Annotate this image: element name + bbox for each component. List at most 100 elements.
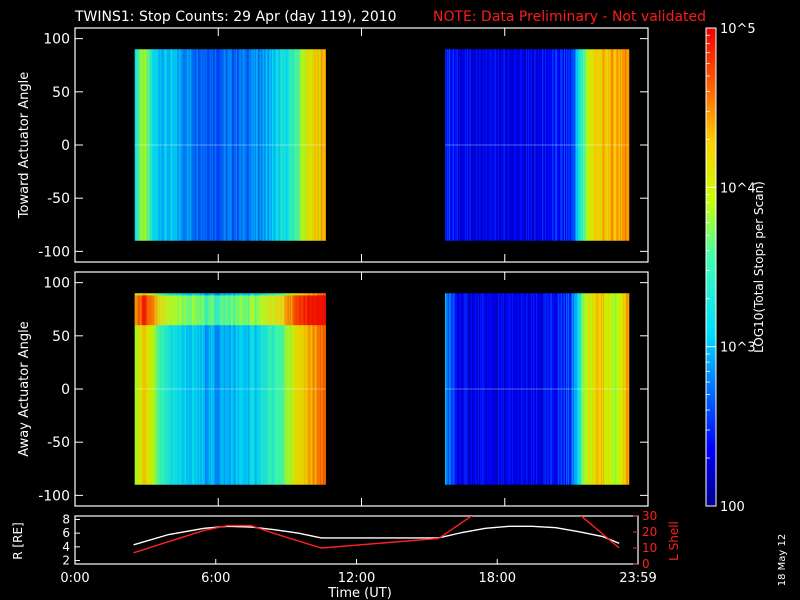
heatmap-cell: [149, 49, 151, 241]
time-tick-label: 23:59: [619, 571, 656, 586]
heatmap-cell: [589, 293, 591, 485]
heatmap-cell: [451, 293, 453, 485]
heatmap-cell: [253, 49, 255, 241]
heatmap-cell: [261, 49, 263, 241]
heatmap-cell: [200, 293, 202, 485]
heatmap-cell: [563, 293, 565, 485]
heatmap-cell: [515, 49, 517, 241]
heatmap-cell: [282, 293, 284, 485]
heatmap-band-cell: [270, 295, 272, 326]
heatmap-cell: [623, 49, 625, 241]
heatmap-cell: [542, 293, 544, 485]
heatmap-cell: [586, 49, 588, 241]
heatmap-cell: [182, 49, 184, 241]
heatmap-band-cell: [283, 295, 285, 326]
heatmap-cell: [461, 49, 463, 241]
heatmap-band-cell: [284, 295, 286, 326]
heatmap-cell: [600, 293, 602, 485]
heatmap-cell: [143, 293, 145, 485]
heatmap-band-cell: [267, 295, 269, 326]
heatmap-cell: [561, 293, 563, 485]
lshell-tick-label: 0: [642, 557, 650, 571]
heatmap-cell: [501, 49, 503, 241]
heatmap-cell: [556, 293, 558, 485]
heatmap-band-cell: [216, 295, 218, 326]
heatmap-band-cell: [156, 295, 158, 326]
heatmap-cell: [251, 49, 253, 241]
heatmap-band-cell: [183, 295, 185, 326]
heatmap-cell: [581, 293, 583, 485]
heatmap-cell: [197, 293, 199, 485]
heatmap-band-cell: [291, 295, 293, 326]
heatmap-cell: [267, 293, 269, 485]
away-angle-heatmap: 100 50 0 -50 -100 Away Actuator Angle: [17, 271, 649, 507]
heatmap-cell: [273, 293, 275, 485]
heatmap-cell: [306, 293, 308, 485]
heatmap-cell: [500, 49, 502, 241]
heatmap-cell: [322, 49, 324, 241]
heatmap-cell: [314, 293, 316, 485]
heatmap-band-cell: [141, 295, 143, 326]
heatmap-cell: [304, 49, 306, 241]
heatmap-cell: [159, 49, 161, 241]
heatmap-cell: [469, 293, 471, 485]
heatmap-cell: [511, 49, 513, 241]
heatmap-band-cell: [148, 295, 150, 326]
heatmap-cell: [539, 49, 541, 241]
heatmap-band-cell: [314, 295, 316, 326]
heatmap-cell: [483, 49, 485, 241]
heatmap-cell: [488, 293, 490, 485]
heatmap-cell: [477, 293, 479, 485]
heatmap-cell: [454, 293, 456, 485]
heatmap-cell: [254, 293, 256, 485]
heatmap-cell: [323, 293, 325, 485]
heatmap-cell: [303, 49, 305, 241]
heatmap-cell: [570, 293, 572, 485]
heatmap-cell: [194, 293, 196, 485]
heatmap-band-cell: [281, 295, 283, 326]
heatmap-band-cell: [152, 295, 154, 326]
heatmap-cell: [552, 293, 554, 485]
heatmap-cell: [268, 293, 270, 485]
heatmap-cell: [580, 293, 582, 485]
heatmap-cell: [324, 49, 326, 241]
heatmap-cell: [468, 293, 470, 485]
heatmap-cell: [174, 49, 176, 241]
heatmap-cell: [476, 49, 478, 241]
heatmap-cell: [558, 293, 560, 485]
heatmap-cell: [575, 49, 577, 241]
heatmap-cell: [272, 293, 274, 485]
heatmap-cell: [459, 49, 461, 241]
heatmap-cell: [597, 293, 599, 485]
heatmap-cell: [535, 49, 537, 241]
heatmap-band-cell: [237, 295, 239, 326]
heatmap-cell: [192, 293, 194, 485]
heatmap-cell: [623, 293, 625, 485]
heatmap-cell: [279, 49, 281, 241]
heatmap-cell: [277, 49, 279, 241]
heatmap-cell: [202, 293, 204, 485]
heatmap-cell: [298, 49, 300, 241]
heatmap-cell: [269, 49, 271, 241]
heatmap-cell: [186, 49, 188, 241]
heatmap-band-cell: [239, 295, 241, 326]
heatmap-band-cell: [143, 295, 145, 326]
heatmap-cell: [239, 293, 241, 485]
heatmap-cell: [305, 49, 307, 241]
heatmap-band-cell: [214, 295, 216, 326]
heatmap-band-cell: [311, 295, 313, 326]
heatmap-cell: [522, 293, 524, 485]
heatmap-cell: [157, 49, 159, 241]
heatmap-cell: [562, 49, 564, 241]
heatmap-cell: [487, 49, 489, 241]
heatmap-cell: [190, 293, 192, 485]
heatmap-band-cell: [282, 295, 284, 326]
heatmap-cell: [620, 293, 622, 485]
heatmap-cell: [479, 293, 481, 485]
heatmap-cell: [486, 293, 488, 485]
heatmap-cell: [455, 49, 457, 241]
heatmap-band-cell: [286, 295, 288, 326]
heatmap-cell: [159, 293, 161, 485]
heatmap-band-cell: [138, 295, 140, 326]
heatmap-cell: [593, 49, 595, 241]
